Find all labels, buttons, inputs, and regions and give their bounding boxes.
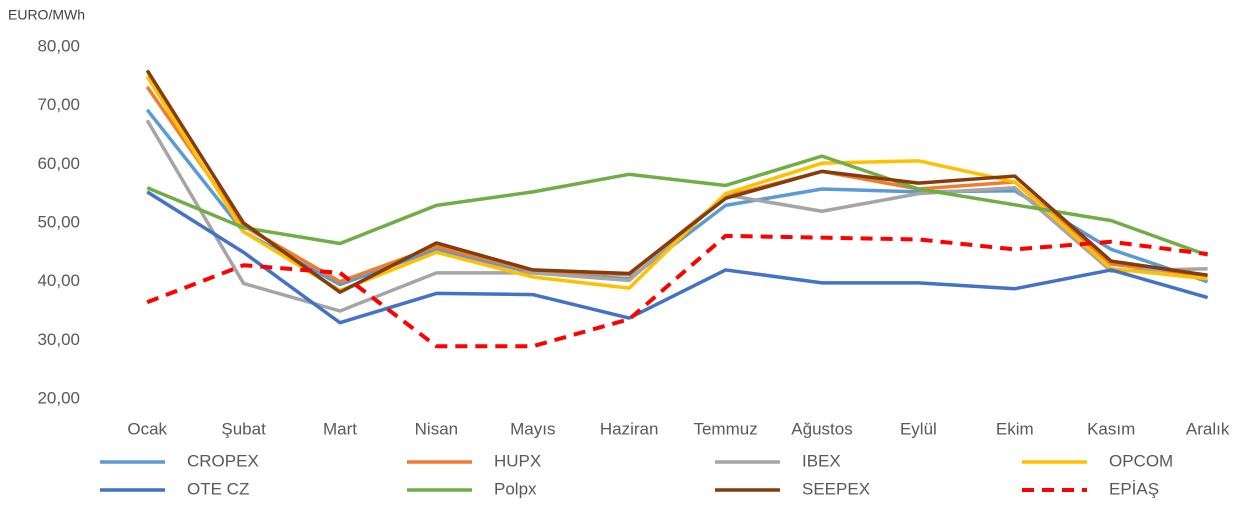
x-tick-label: Aralık	[1186, 419, 1230, 438]
series-line	[145, 85, 1208, 284]
legend-label: EPİAŞ	[1109, 479, 1159, 498]
y-tick-label: 60,00	[37, 154, 80, 173]
series-line	[146, 154, 1209, 257]
legend-label: IBEX	[802, 451, 841, 470]
x-tick-label: Eylül	[900, 419, 937, 438]
y-tick-label: 80,00	[37, 36, 80, 55]
x-tick-label: Mart	[323, 419, 357, 438]
legend-label: Polpx	[494, 479, 537, 498]
y-tick-label: 30,00	[37, 330, 80, 349]
series-line	[145, 75, 1208, 293]
series-line	[146, 190, 1209, 325]
x-tick-label: Kasım	[1087, 419, 1135, 438]
series-line	[145, 108, 1209, 287]
legend-label: OTE CZ	[187, 479, 249, 498]
x-tick-label: Mayıs	[510, 419, 555, 438]
y-axis-title: EURO/MWh	[8, 7, 85, 23]
x-tick-label: Nisan	[415, 419, 458, 438]
x-tick-label: Temmuz	[693, 419, 757, 438]
series-line	[146, 233, 1208, 349]
x-tick-label: Haziran	[600, 419, 659, 438]
y-tick-label: 70,00	[37, 95, 80, 114]
series-line	[145, 69, 1208, 294]
y-tick-label: 50,00	[37, 212, 80, 231]
legend-label: OPCOM	[1109, 451, 1173, 470]
legend-label: CROPEX	[187, 451, 259, 470]
y-tick-label: 40,00	[37, 271, 80, 290]
x-tick-label: Ekim	[996, 419, 1034, 438]
legend-label: HUPX	[494, 451, 541, 470]
x-tick-label: Ocak	[127, 419, 167, 438]
x-tick-label: Ağustos	[791, 419, 852, 438]
x-tick-label: Şubat	[221, 419, 266, 438]
legend-label: SEEPEX	[802, 479, 870, 498]
y-tick-label: 20,00	[37, 388, 80, 407]
